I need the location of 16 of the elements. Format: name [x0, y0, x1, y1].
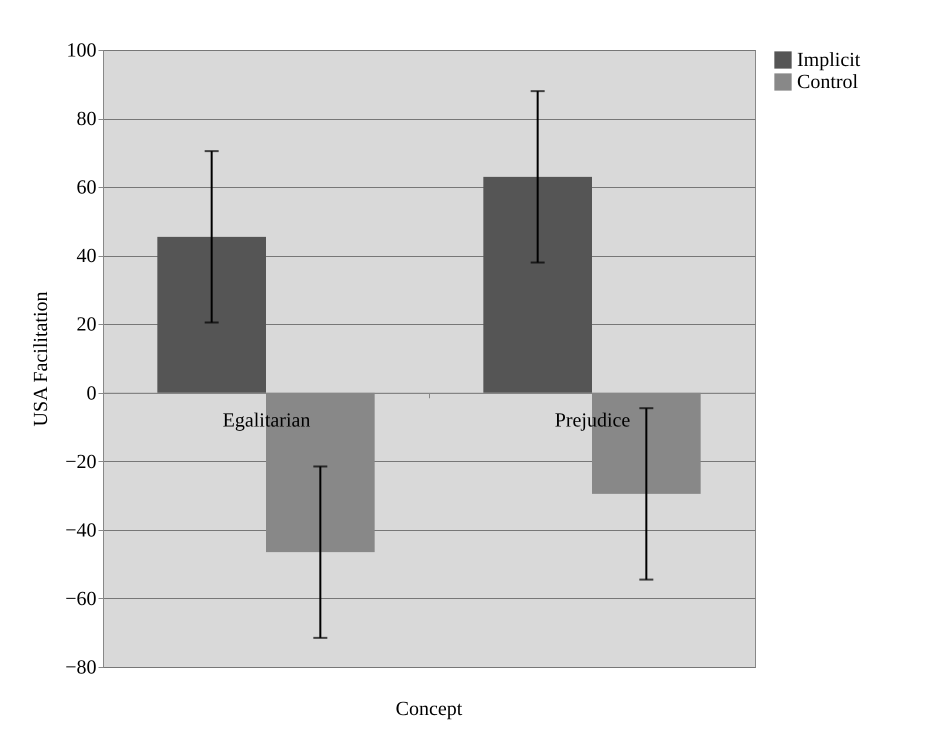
bar: [483, 176, 592, 393]
y-tick-label: 80: [76, 108, 96, 130]
legend-label: Control: [797, 71, 859, 93]
y-tick-label: −60: [65, 588, 96, 610]
y-tick-label: 20: [76, 314, 96, 336]
y-tick-label: −80: [65, 656, 96, 678]
legend-label: Implicit: [797, 49, 861, 71]
y-tick-label: −40: [65, 519, 96, 542]
y-axis-title: USA Facilitation: [30, 292, 52, 426]
x-axis-title: Concept: [396, 698, 463, 720]
y-tick-label: 60: [76, 176, 96, 199]
y-tick-label: 40: [76, 245, 96, 268]
y-tick-label: −20: [65, 450, 96, 473]
bar: [157, 236, 266, 393]
y-tick-label: 0: [86, 382, 96, 404]
y-tick-label: 100: [66, 40, 96, 62]
